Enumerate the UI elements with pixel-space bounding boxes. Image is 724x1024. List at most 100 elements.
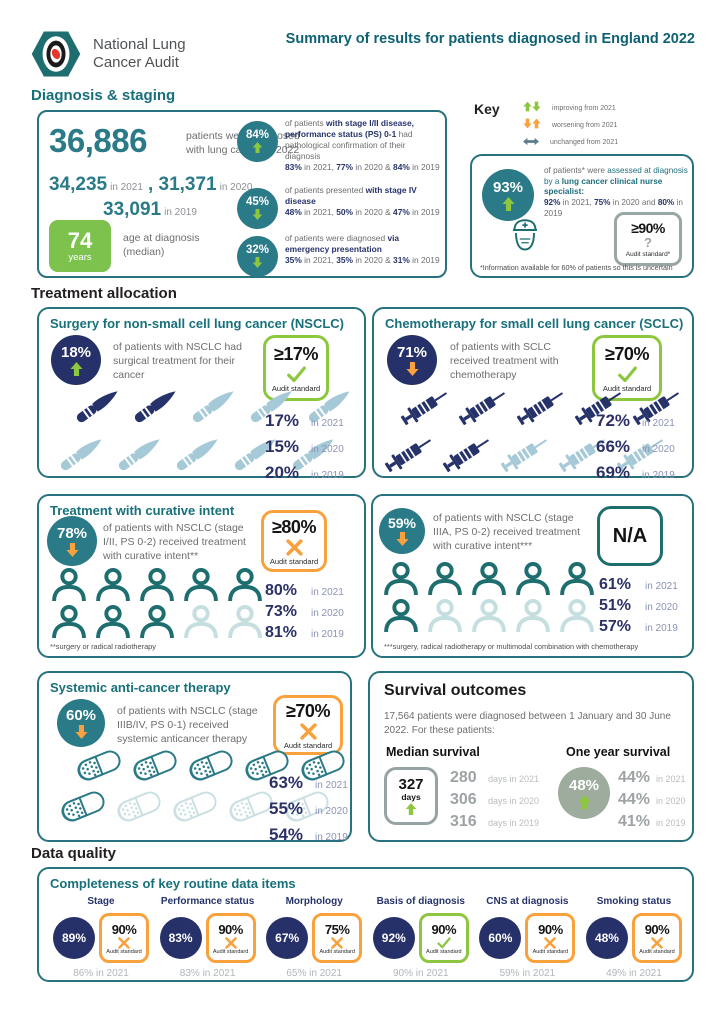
person-icon <box>226 605 264 638</box>
cross-icon <box>330 937 344 949</box>
text-segment: 84% <box>393 162 410 173</box>
dq-prior: 65% in 2021 <box>286 968 342 979</box>
stat-value: 31,371 <box>158 174 217 195</box>
panel-description: of patients with NSCLC (stage I/II, PS 0… <box>103 522 246 563</box>
history-year: days in 2021 <box>488 774 540 784</box>
cns-text: of patients* were assessed at diagnosis … <box>544 166 691 219</box>
logo-line1: National Lung <box>93 36 186 53</box>
history-value: 316 <box>450 813 477 830</box>
audit-standard-badge: 90% Audit standard <box>418 913 469 963</box>
question-mark-icon: ? <box>644 235 652 251</box>
history-row: 15% in 2020 <box>265 437 344 457</box>
dq-label: CNS at diagnosis <box>486 896 569 907</box>
text-segment: lung cancer clinical nurse specialist: <box>544 176 663 197</box>
percentage-value: 93% <box>492 178 524 196</box>
text-segment: via emergency presentation <box>285 233 400 255</box>
key-label: unchanged from 2021 <box>550 138 619 146</box>
person-icon <box>470 599 508 632</box>
dq-item-morphology: Morphology 67% 75% Audit standard 65% in… <box>262 896 366 979</box>
text-segment: in 2020 and <box>610 197 658 207</box>
history-year: in 2020 <box>315 806 348 817</box>
bullet-desc: of patients with stage I/II disease, per… <box>285 118 414 161</box>
percentage-value: 32% <box>245 243 270 256</box>
audit-standard-badge: 90% Audit standard <box>205 913 256 963</box>
audit-standard-badge: 90% Audit standard <box>99 913 149 963</box>
percentage-circle: 67% <box>266 917 309 959</box>
cross-icon <box>224 937 238 949</box>
history-year: in 2019 <box>645 623 678 634</box>
percentage-circle: 84% <box>237 121 278 162</box>
trend-arrow-icon <box>578 795 591 809</box>
history-year: in 2019 <box>642 470 675 481</box>
audit-standard-value: ≥17% <box>274 343 318 364</box>
stat-year: in 2019 <box>164 207 197 218</box>
audit-standard-label: Audit standard <box>319 948 355 955</box>
patients-total-value: 36,886 <box>49 122 147 159</box>
text-segment: 75% <box>594 197 611 207</box>
percentage-circle: 32% <box>237 236 278 277</box>
person-icon <box>382 562 420 595</box>
audit-standard-badge: ≥90% ? Audit standard* <box>614 212 682 266</box>
person-pictogram <box>47 568 267 638</box>
dq-label: Smoking status <box>596 896 672 907</box>
audit-standard-label: Audit standard <box>639 948 675 955</box>
dq-prior: 59% in 2021 <box>499 968 556 979</box>
history-year: in 2020 <box>645 602 678 613</box>
diagnosis-bullet: 32% of patients were diagnosed via emerg… <box>237 233 443 277</box>
data-quality-panel: Completeness of key routine data items S… <box>37 867 694 982</box>
text-segment: 92% <box>544 197 561 207</box>
grey-left-right-arrow-icon <box>523 133 539 151</box>
prior-years-line1: 34,235 in 2021, 31,371 in 2020 <box>49 174 257 196</box>
syringe-icon <box>381 431 437 478</box>
syringe-icon <box>497 431 553 478</box>
percentage-circle: 60% <box>57 699 105 747</box>
history-row: 44% in 2020 <box>618 791 686 809</box>
audit-standard-value: 90% <box>431 921 457 937</box>
check-icon <box>617 366 638 383</box>
bullet-text: of patients with stage I/II disease, per… <box>285 118 443 173</box>
panel-description: of patients with NSCLC (stage IIIA, PS 0… <box>433 512 581 553</box>
nurse-specialist-panel: 93% of patients* were assessed at diagno… <box>470 154 694 278</box>
bullet-history: 35% in 2021, 35% in 2020 & 31% in 2019 <box>285 255 443 266</box>
history-row: 306 days in 2020 <box>450 791 539 809</box>
median-survival-badge: 327 days <box>384 767 438 825</box>
percentage-value: 83% <box>168 931 193 945</box>
percentage-value: 67% <box>275 931 300 945</box>
syringe-icon <box>455 384 511 431</box>
bullet-history: 48% in 2021, 50% in 2020 & 47% in 2019 <box>285 207 443 218</box>
audit-standard-label: Audit standard <box>426 948 462 955</box>
text-segment: in 2019 <box>409 255 440 266</box>
person-icon <box>138 568 176 601</box>
text-segment: in 2019 <box>409 207 440 218</box>
median-survival-value: 327 <box>398 776 424 793</box>
stat-value: 33,091 <box>103 199 162 220</box>
bullet-desc: of patients were diagnosed via emergency… <box>285 233 399 254</box>
history-year: in 2021 <box>645 581 678 592</box>
bullet-text: of patients were diagnosed via emergency… <box>285 233 443 277</box>
history-row: 20% in 2019 <box>265 463 344 483</box>
audit-standard-badge: ≥80% Audit standard <box>261 510 327 572</box>
trend-arrow-icon <box>396 532 409 546</box>
dq-label: Basis of diagnosis <box>376 896 465 907</box>
text-segment: in 2019 <box>544 197 683 218</box>
pill-icon <box>73 745 125 785</box>
history-list: 80% in 2021 73% in 2020 81% in 2019 <box>265 582 344 645</box>
person-icon <box>470 562 508 595</box>
person-icon <box>426 562 464 595</box>
text-segment: 48% <box>285 207 302 218</box>
person-icon <box>514 562 552 595</box>
audit-standard-value: 75% <box>324 921 350 937</box>
history-value: 280 <box>450 769 477 786</box>
text-segment: in 2021, <box>301 207 337 218</box>
key-legend-unchanged: unchanged from 2021 <box>523 133 618 151</box>
history-row: 80% in 2021 <box>265 582 344 600</box>
text-segment: of patients* were <box>544 166 608 175</box>
history-list: 72% in 2021 66% in 2020 69% in 2019 <box>596 411 675 489</box>
percentage-value: 60% <box>488 931 513 945</box>
panel-title: Systemic anti-cancer therapy <box>50 680 231 695</box>
history-value: 17% <box>265 411 300 430</box>
text-segment: of patients were diagnosed <box>285 233 388 243</box>
audit-standard-label: Audit standard <box>532 948 569 955</box>
cns-desc: of patients* were assessed at diagnosis … <box>544 166 688 196</box>
